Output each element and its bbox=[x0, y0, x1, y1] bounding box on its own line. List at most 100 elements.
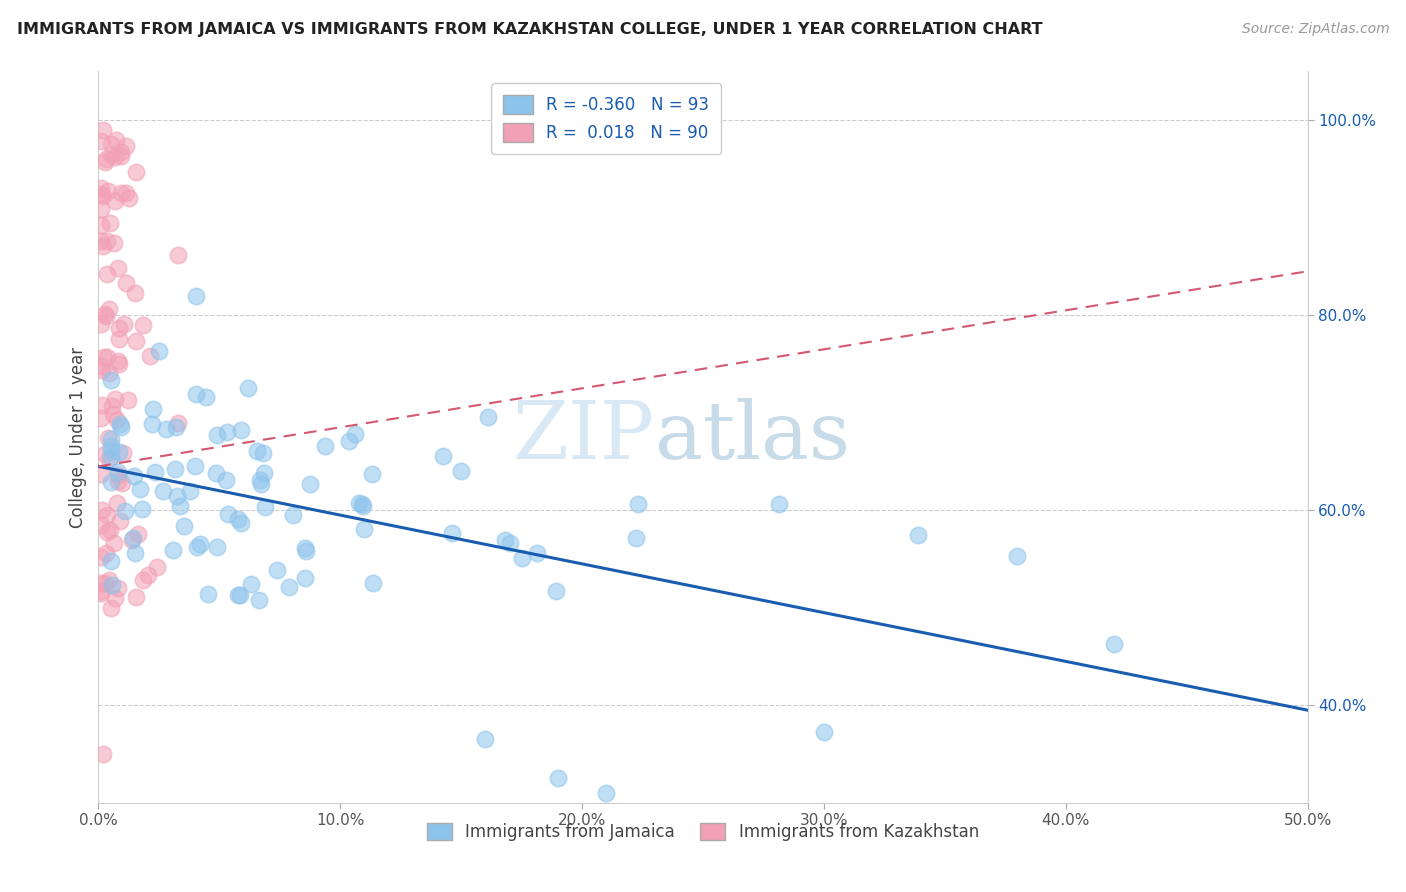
Point bbox=[184, 387, 207, 401]
Point bbox=[115, 186, 138, 201]
Point bbox=[1007, 549, 1029, 563]
Point bbox=[93, 350, 115, 364]
Point bbox=[294, 571, 316, 585]
Point bbox=[108, 332, 131, 346]
Point bbox=[179, 483, 201, 498]
Point bbox=[108, 358, 131, 372]
Point bbox=[100, 475, 122, 490]
Point bbox=[277, 580, 299, 594]
Point bbox=[107, 354, 129, 368]
Point bbox=[101, 399, 124, 413]
Point bbox=[90, 549, 112, 564]
Point bbox=[105, 496, 128, 510]
Point bbox=[112, 317, 135, 331]
Point bbox=[146, 559, 169, 574]
Point bbox=[474, 732, 496, 747]
Point bbox=[768, 497, 790, 511]
Point bbox=[229, 516, 252, 531]
Point bbox=[166, 489, 188, 503]
Point bbox=[90, 467, 112, 481]
Point bbox=[107, 581, 129, 595]
Point bbox=[188, 537, 211, 551]
Point bbox=[132, 318, 155, 332]
Point bbox=[252, 446, 274, 460]
Point bbox=[440, 526, 463, 541]
Point bbox=[249, 473, 271, 487]
Point bbox=[813, 725, 835, 739]
Point bbox=[125, 334, 148, 349]
Point bbox=[100, 450, 122, 464]
Text: atlas: atlas bbox=[655, 398, 849, 476]
Point bbox=[110, 149, 132, 163]
Point bbox=[97, 431, 120, 445]
Point bbox=[494, 533, 516, 547]
Point bbox=[98, 523, 121, 537]
Point bbox=[94, 154, 117, 169]
Point bbox=[100, 439, 122, 453]
Point bbox=[90, 576, 112, 591]
Point bbox=[205, 428, 228, 442]
Point bbox=[124, 546, 146, 560]
Point bbox=[90, 583, 112, 598]
Point bbox=[124, 468, 146, 483]
Y-axis label: College, Under 1 year: College, Under 1 year bbox=[69, 346, 87, 528]
Point bbox=[129, 482, 152, 496]
Point bbox=[247, 592, 270, 607]
Point bbox=[110, 186, 132, 200]
Point bbox=[347, 495, 370, 509]
Point bbox=[96, 185, 118, 199]
Point bbox=[107, 261, 129, 276]
Point bbox=[114, 276, 136, 290]
Point bbox=[100, 554, 122, 568]
Point bbox=[281, 508, 304, 523]
Point bbox=[226, 588, 249, 602]
Point bbox=[250, 477, 273, 491]
Point bbox=[107, 467, 129, 482]
Point bbox=[96, 267, 118, 281]
Point bbox=[100, 373, 122, 387]
Point bbox=[450, 464, 472, 478]
Point bbox=[240, 577, 263, 591]
Point bbox=[90, 411, 112, 425]
Point bbox=[238, 381, 260, 395]
Point bbox=[118, 191, 141, 205]
Point bbox=[100, 444, 122, 458]
Point bbox=[214, 474, 236, 488]
Point bbox=[107, 321, 129, 335]
Point bbox=[141, 417, 163, 432]
Point bbox=[526, 546, 548, 560]
Point bbox=[115, 138, 138, 153]
Point bbox=[184, 288, 207, 302]
Point bbox=[90, 134, 112, 148]
Point bbox=[148, 344, 170, 359]
Point bbox=[91, 503, 114, 517]
Point bbox=[184, 458, 207, 473]
Point bbox=[111, 475, 134, 490]
Point bbox=[100, 600, 122, 615]
Point bbox=[91, 188, 114, 202]
Point bbox=[125, 165, 148, 179]
Point bbox=[107, 465, 129, 479]
Point bbox=[96, 545, 118, 559]
Point bbox=[101, 408, 124, 422]
Point bbox=[98, 216, 121, 230]
Point bbox=[91, 398, 114, 412]
Point bbox=[96, 525, 118, 540]
Point bbox=[121, 533, 143, 547]
Point bbox=[91, 747, 114, 761]
Point bbox=[100, 148, 122, 162]
Point bbox=[142, 402, 165, 417]
Point bbox=[97, 302, 120, 317]
Point bbox=[104, 194, 127, 209]
Point bbox=[315, 439, 337, 453]
Point bbox=[97, 366, 120, 380]
Point bbox=[103, 536, 125, 550]
Point bbox=[353, 522, 375, 536]
Point bbox=[228, 588, 250, 602]
Point bbox=[127, 527, 149, 541]
Point bbox=[90, 187, 112, 202]
Point bbox=[90, 317, 112, 331]
Point bbox=[143, 466, 166, 480]
Point bbox=[91, 239, 114, 253]
Point bbox=[90, 359, 112, 374]
